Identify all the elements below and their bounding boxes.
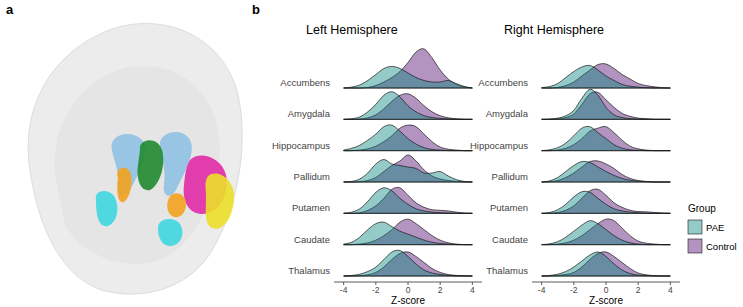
- category-label: Caudate: [294, 234, 330, 245]
- x-tick-label: -4: [538, 285, 546, 295]
- density-ridge: [344, 188, 473, 214]
- density-ridge: [542, 221, 671, 245]
- x-tick-label: -4: [340, 285, 348, 295]
- legend-swatch: [688, 220, 702, 234]
- x-tick-label: 0: [406, 285, 411, 295]
- density-ridge: [542, 89, 671, 119]
- x-tick-label: 4: [668, 285, 673, 295]
- x-tick-label: 0: [604, 285, 609, 295]
- category-label: Putamen: [292, 202, 330, 213]
- chart-title: Right Hemisphere: [504, 23, 604, 37]
- amygdala-left: [96, 191, 118, 226]
- category-label: Accumbens: [478, 77, 528, 88]
- category-label: Accumbens: [280, 77, 330, 88]
- density-ridge: [542, 126, 671, 150]
- x-tick-label: -2: [372, 285, 380, 295]
- x-tick-label: 2: [438, 285, 443, 295]
- density-ridge: [542, 126, 671, 150]
- category-label: Caudate: [492, 234, 528, 245]
- category-label: Pallidum: [294, 171, 331, 182]
- legend-label: PAE: [706, 222, 724, 233]
- pallidum-right: [206, 173, 235, 228]
- brain-outline: [28, 24, 242, 295]
- category-label: Amygdala: [486, 108, 529, 119]
- category-label: Hippocampus: [470, 140, 528, 151]
- density-ridge: [542, 65, 671, 88]
- panel-label: a: [6, 2, 14, 17]
- category-label: Pallidum: [492, 171, 529, 182]
- category-label: Amygdala: [288, 108, 331, 119]
- amygdala-right: [158, 219, 182, 246]
- density-ridge: [542, 161, 671, 182]
- ridgeline-chart: Right Hemisphere Accumbens Amygdala Hippoca…: [470, 23, 737, 306]
- category-label: Hippocampus: [272, 140, 330, 151]
- x-tick-label: 2: [636, 285, 641, 295]
- thalamus: [138, 140, 164, 190]
- ridgeline-chart: Left Hemisphere Accumbens Amygdala Hippocam…: [272, 23, 482, 306]
- x-tick-label: 4: [470, 285, 475, 295]
- density-ridge: [344, 187, 473, 213]
- density-ridge: [344, 92, 473, 120]
- panel-label: b: [252, 2, 260, 17]
- accumbens: [167, 193, 186, 217]
- category-label: Thalamus: [288, 265, 330, 276]
- density-ridge: [542, 189, 671, 213]
- density-ridge: [542, 64, 671, 88]
- density-ridge: [542, 191, 671, 213]
- chart-title: Left Hemisphere: [306, 23, 398, 37]
- density-ridge: [344, 155, 473, 182]
- ridges: [344, 49, 473, 276]
- legend-title: Group: [688, 203, 716, 214]
- category-label: Thalamus: [486, 265, 528, 276]
- pallidum-left: [117, 168, 131, 202]
- figure: a b Left Hemisphere Accumbens Amygdala Hippoc…: [0, 0, 743, 307]
- x-axis-label: Z-score: [391, 295, 425, 306]
- density-ridge: [344, 160, 473, 183]
- density-ridge: [542, 219, 671, 245]
- density-ridge: [542, 252, 671, 276]
- density-ridge: [344, 66, 473, 88]
- density-ridge: [344, 219, 473, 245]
- density-ridge: [344, 222, 473, 245]
- density-ridge: [542, 161, 671, 182]
- legend-swatch: [688, 239, 702, 253]
- category-label: Putamen: [490, 202, 528, 213]
- legend: Group PAE Control: [688, 203, 737, 253]
- density-ridge: [344, 49, 473, 88]
- x-axis-label: Z-score: [589, 295, 623, 306]
- density-ridge: [344, 250, 473, 276]
- ridges: [542, 64, 671, 276]
- x-tick-label: -2: [570, 285, 578, 295]
- density-ridge: [344, 125, 473, 151]
- density-ridge: [542, 252, 671, 276]
- density-ridge: [344, 125, 473, 151]
- legend-label: Control: [706, 241, 737, 252]
- brain-rendering: [28, 24, 242, 295]
